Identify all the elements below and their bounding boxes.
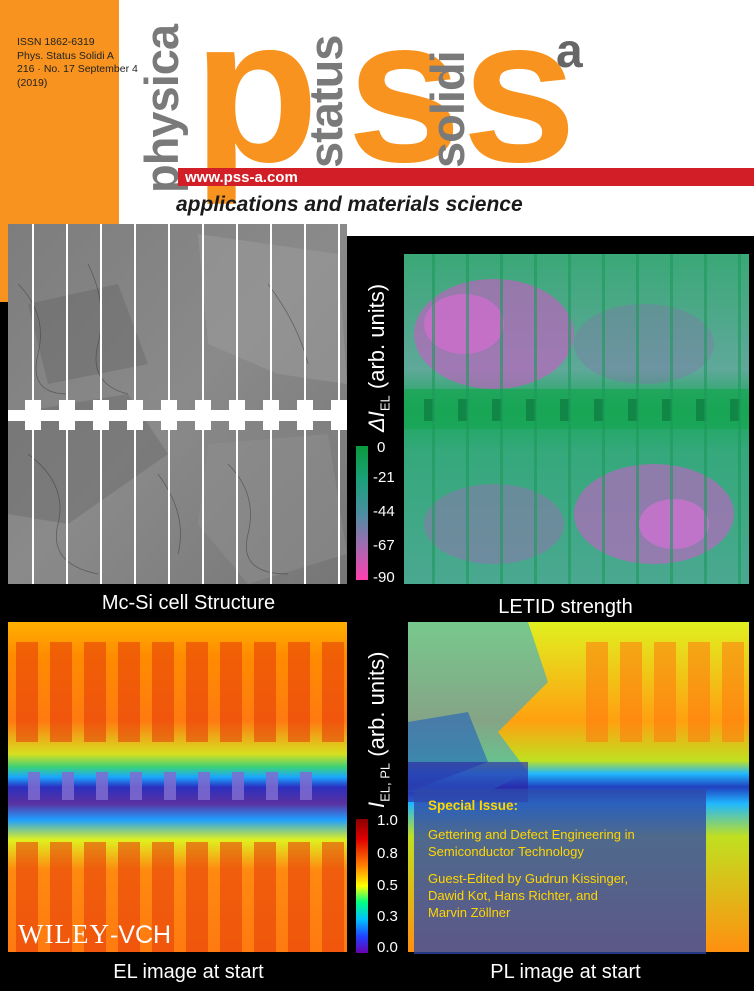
logo-superscript-a: a	[556, 25, 583, 78]
colorbar-top-axis-label: ΔIEL (arb. units)	[364, 284, 392, 432]
logo-letter-s2: s	[462, 0, 577, 205]
colorbar-bottom-tick-2: 0.5	[377, 877, 398, 894]
logo-letter-s1: s	[347, 0, 462, 205]
colorbar-bottom-axis-label: IEL, PL (arb. units)	[364, 652, 392, 808]
special-issue-title-1: Gettering and Defect Engineering in	[428, 827, 635, 842]
caption-cell-structure: Mc-Si cell Structure	[101, 592, 276, 614]
colorbar-top-tick-0: 0	[377, 439, 386, 456]
logo-letter-p: p	[193, 0, 319, 205]
letid-map-image	[404, 254, 749, 584]
publisher-suffix: -VCH	[109, 921, 172, 949]
journal-tagline: applications and materials science	[176, 193, 523, 216]
journal-url[interactable]: www.pss-a.com	[185, 169, 298, 186]
volume-line: 216 · No. 17 September 4	[17, 63, 138, 76]
colorbar-top	[356, 446, 368, 580]
colorbar-bottom-tick-1: 0.8	[377, 845, 398, 862]
letid-map-svg	[404, 254, 749, 584]
journal-abbrev: Phys. Status Solidi A	[17, 49, 114, 62]
logo-word-status: status	[299, 35, 352, 168]
colorbar-bottom-tick-0: 1.0	[377, 812, 398, 829]
colorbar-top-tick-1: -21	[373, 469, 395, 486]
special-issue-editors-3: Marvin Zöllner	[428, 905, 511, 920]
special-issue-heading: Special Issue:	[428, 798, 519, 813]
publisher-logo: WILEY-VCH	[18, 919, 171, 950]
issn-line: ISSN 1862-6319	[17, 36, 95, 48]
colorbar-bottom-i: I	[364, 801, 389, 808]
el-map-svg	[8, 622, 347, 952]
colorbar-bottom	[356, 819, 368, 953]
el-map-image	[8, 622, 347, 952]
colorbar-top-tick-3: -67	[373, 537, 395, 554]
colorbar-top-tick-2: -44	[373, 503, 395, 520]
colorbar-top-sub: EL	[377, 395, 393, 412]
colorbar-top-units: (arb. units)	[364, 283, 389, 396]
publisher-name: WILEY	[18, 919, 110, 949]
special-issue-box: Special Issue: Gettering and Defect Engi…	[414, 789, 706, 954]
cover-header	[0, 0, 754, 236]
colorbar-top-delta: ΔI	[364, 411, 389, 432]
colorbar-bottom-units: (arb. units)	[364, 651, 389, 763]
special-issue-title-2: Semiconductor Technology	[428, 844, 584, 859]
colorbar-bottom-sub: EL, PL	[377, 762, 393, 802]
issn-block: ISSN 1862-6319 Phys. Status Solidi A 216…	[17, 36, 138, 90]
special-issue-editors-2: Dawid Kot, Hans Richter, and	[428, 888, 598, 903]
caption-letid: LETID strength	[498, 596, 633, 618]
cell-structure-svg	[8, 224, 347, 584]
cell-structure-image	[8, 224, 347, 584]
year-paren: (2019)	[17, 76, 48, 89]
colorbar-bottom-tick-3: 0.3	[377, 908, 398, 925]
special-issue-editors-1: Guest-Edited by Gudrun Kissinger,	[428, 871, 629, 886]
url-bar	[178, 168, 754, 186]
caption-el: EL image at start	[113, 961, 264, 983]
caption-pl: PL image at start	[490, 961, 641, 983]
colorbar-top-tick-4: -90	[373, 569, 395, 586]
colorbar-bottom-tick-4: 0.0	[377, 939, 398, 956]
